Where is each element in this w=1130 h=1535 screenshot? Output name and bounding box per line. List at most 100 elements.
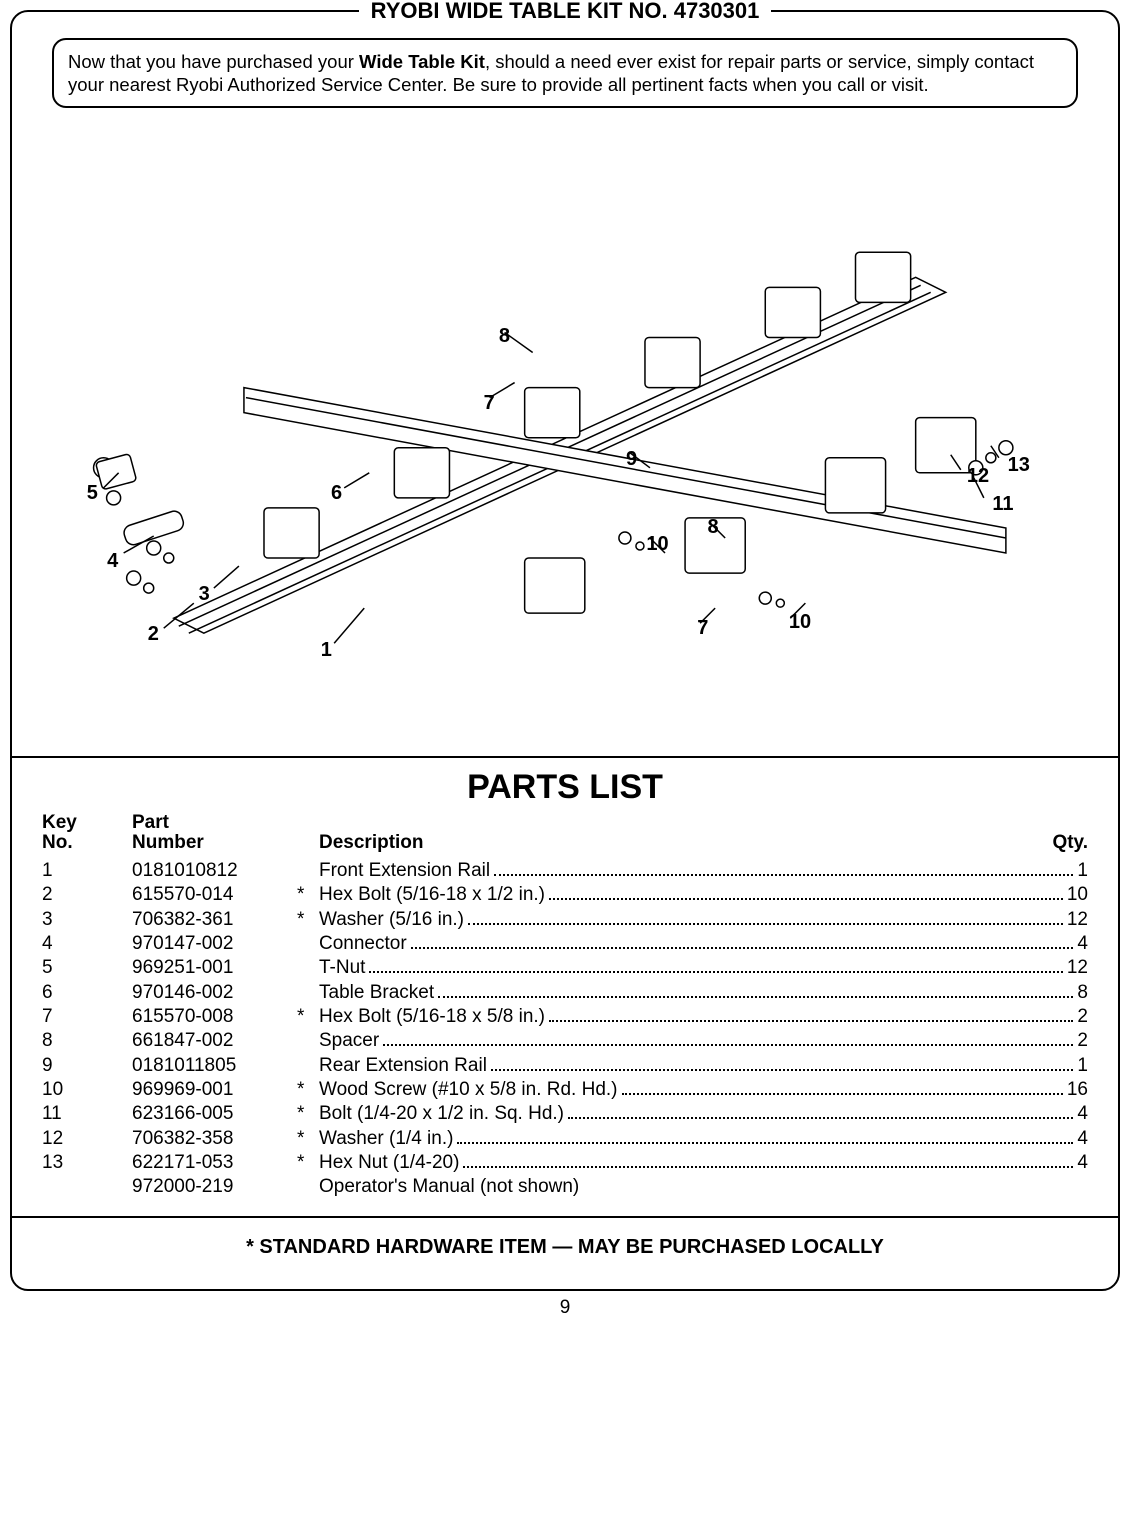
cell-description-wrap: Front Extension Rail1 bbox=[319, 859, 1088, 883]
cell-key bbox=[42, 1175, 132, 1199]
cell-description-wrap: Rear Extension Rail 1 bbox=[319, 1054, 1088, 1078]
diagram-callout: 8 bbox=[499, 325, 510, 348]
diagram-callout: 10 bbox=[646, 533, 668, 556]
notice-bold: Wide Table Kit bbox=[359, 51, 485, 72]
parts-list-title: PARTS LIST bbox=[42, 768, 1088, 807]
cell-part: 0181011805 bbox=[132, 1054, 297, 1078]
cell-description-wrap: Hex Bolt (5/16-18 x 5/8 in.)2 bbox=[319, 1005, 1088, 1029]
cell-part: 615570-014 bbox=[132, 883, 297, 907]
leader-dots bbox=[568, 1117, 1073, 1119]
cell-key: 13 bbox=[42, 1151, 132, 1175]
cell-description: Spacer bbox=[319, 1029, 379, 1053]
diagram-svg bbox=[56, 157, 1074, 718]
title-bar: RYOBI WIDE TABLE KIT NO. 4730301 bbox=[12, 0, 1118, 24]
cell-part: 970147-002 bbox=[132, 932, 297, 956]
table-row: 90181011805Rear Extension Rail1 bbox=[42, 1054, 1088, 1078]
table-row: 5969251-001T-Nut12 bbox=[42, 956, 1088, 980]
cell-part: 615570-008 bbox=[132, 1005, 297, 1029]
document-frame: RYOBI WIDE TABLE KIT NO. 4730301 Now tha… bbox=[10, 10, 1120, 1291]
cell-qty: 12 bbox=[1067, 908, 1088, 932]
diagram-callout: 7 bbox=[484, 392, 495, 415]
cell-description: Connector bbox=[319, 932, 407, 956]
cell-qty: 1 bbox=[1077, 859, 1088, 883]
cell-key: 1 bbox=[42, 859, 132, 883]
table-row: 10181010812Front Extension Rail1 bbox=[42, 859, 1088, 883]
header-star bbox=[297, 813, 319, 853]
table-row: 7615570-008*Hex Bolt (5/16-18 x 5/8 in.)… bbox=[42, 1005, 1088, 1029]
table-row: 4970147-002Connector4 bbox=[42, 932, 1088, 956]
cell-description-wrap: Hex Nut (1/4-20) 4 bbox=[319, 1151, 1088, 1175]
cell-description-wrap: Bolt (1/4-20 x 1/2 in. Sq. Hd.) 4 bbox=[319, 1102, 1088, 1126]
leader-dots bbox=[383, 1044, 1073, 1046]
header-description: Description bbox=[319, 833, 1023, 853]
diagram-callout: 4 bbox=[107, 550, 118, 573]
header-part: Part Number bbox=[132, 813, 297, 853]
diagram-callout: 13 bbox=[1008, 454, 1030, 477]
cell-star: * bbox=[297, 908, 319, 932]
cell-part: 706382-358 bbox=[132, 1127, 297, 1151]
diagram-callout: 3 bbox=[199, 583, 210, 606]
cell-star bbox=[297, 1029, 319, 1053]
footnote: * STANDARD HARDWARE ITEM — MAY BE PURCHA… bbox=[12, 1218, 1118, 1289]
leader-dots bbox=[549, 898, 1063, 900]
cell-description-wrap: Spacer2 bbox=[319, 1029, 1088, 1053]
leader-dots bbox=[622, 1093, 1063, 1095]
cell-description: Washer (1/4 in.) bbox=[319, 1127, 453, 1151]
table-row: 13622171-053*Hex Nut (1/4-20)4 bbox=[42, 1151, 1088, 1175]
diagram-callout: 6 bbox=[331, 482, 342, 505]
cell-qty: 1 bbox=[1077, 1054, 1088, 1078]
cell-key: 5 bbox=[42, 956, 132, 980]
cell-key: 6 bbox=[42, 981, 132, 1005]
cell-star: * bbox=[297, 883, 319, 907]
diagram-callout: 5 bbox=[87, 482, 98, 505]
leader-dots bbox=[411, 947, 1074, 949]
diagram-callout: 12 bbox=[967, 465, 989, 488]
document-title: RYOBI WIDE TABLE KIT NO. 4730301 bbox=[359, 0, 772, 23]
cell-part: 623166-005 bbox=[132, 1102, 297, 1126]
table-row: 10969969-001*Wood Screw (#10 x 5/8 in. R… bbox=[42, 1078, 1088, 1102]
cell-star bbox=[297, 932, 319, 956]
cell-description: Washer (5/16 in.) bbox=[319, 908, 464, 932]
cell-qty: 8 bbox=[1077, 981, 1088, 1005]
cell-key: 7 bbox=[42, 1005, 132, 1029]
cell-description: Hex Bolt (5/16-18 x 5/8 in.) bbox=[319, 1005, 545, 1029]
cell-description-wrap: Washer (1/4 in.)4 bbox=[319, 1127, 1088, 1151]
notice-box: Now that you have purchased your Wide Ta… bbox=[52, 38, 1078, 108]
cell-key: 11 bbox=[42, 1102, 132, 1126]
cell-part: 972000-219 bbox=[132, 1175, 297, 1199]
leader-dots bbox=[369, 971, 1062, 973]
cell-part: 0181010812 bbox=[132, 859, 297, 883]
table-row: 972000-219 Operator's Manual (not shown) bbox=[42, 1175, 1088, 1199]
leader-dots bbox=[457, 1142, 1073, 1144]
leader-dots bbox=[494, 874, 1073, 876]
cell-part: 706382-361 bbox=[132, 908, 297, 932]
leader-dots bbox=[549, 1020, 1073, 1022]
diagram-callout: 7 bbox=[697, 617, 708, 640]
cell-description-wrap: Wood Screw (#10 x 5/8 in. Rd. Hd.) 16 bbox=[319, 1078, 1088, 1102]
cell-star bbox=[297, 981, 319, 1005]
cell-description: Table Bracket bbox=[319, 981, 434, 1005]
cell-description: Rear Extension Rail bbox=[319, 1054, 487, 1078]
cell-description: Operator's Manual (not shown) bbox=[319, 1175, 579, 1199]
cell-star: * bbox=[297, 1005, 319, 1029]
cell-key: 3 bbox=[42, 908, 132, 932]
cell-star: * bbox=[297, 1127, 319, 1151]
cell-key: 8 bbox=[42, 1029, 132, 1053]
cell-description: Hex Nut (1/4-20) bbox=[319, 1151, 459, 1175]
table-row: 6970146-002Table Bracket8 bbox=[42, 981, 1088, 1005]
cell-description: T-Nut bbox=[319, 956, 365, 980]
table-row: 3706382-361*Washer (5/16 in.) 12 bbox=[42, 908, 1088, 932]
cell-star bbox=[297, 859, 319, 883]
table-row: 12706382-358*Washer (1/4 in.)4 bbox=[42, 1127, 1088, 1151]
cell-description: Bolt (1/4-20 x 1/2 in. Sq. Hd.) bbox=[319, 1102, 564, 1126]
cell-key: 12 bbox=[42, 1127, 132, 1151]
table-row: 11623166-005*Bolt (1/4-20 x 1/2 in. Sq. … bbox=[42, 1102, 1088, 1126]
cell-qty: 16 bbox=[1067, 1078, 1088, 1102]
leader-dots bbox=[491, 1069, 1074, 1071]
cell-qty: 12 bbox=[1067, 956, 1088, 980]
exploded-diagram: 123456789107810111213 bbox=[12, 118, 1118, 758]
header-qty: Qty. bbox=[1023, 833, 1088, 853]
cell-description: Wood Screw (#10 x 5/8 in. Rd. Hd.) bbox=[319, 1078, 618, 1102]
cell-qty: 4 bbox=[1077, 1102, 1088, 1126]
cell-qty: 4 bbox=[1077, 1151, 1088, 1175]
